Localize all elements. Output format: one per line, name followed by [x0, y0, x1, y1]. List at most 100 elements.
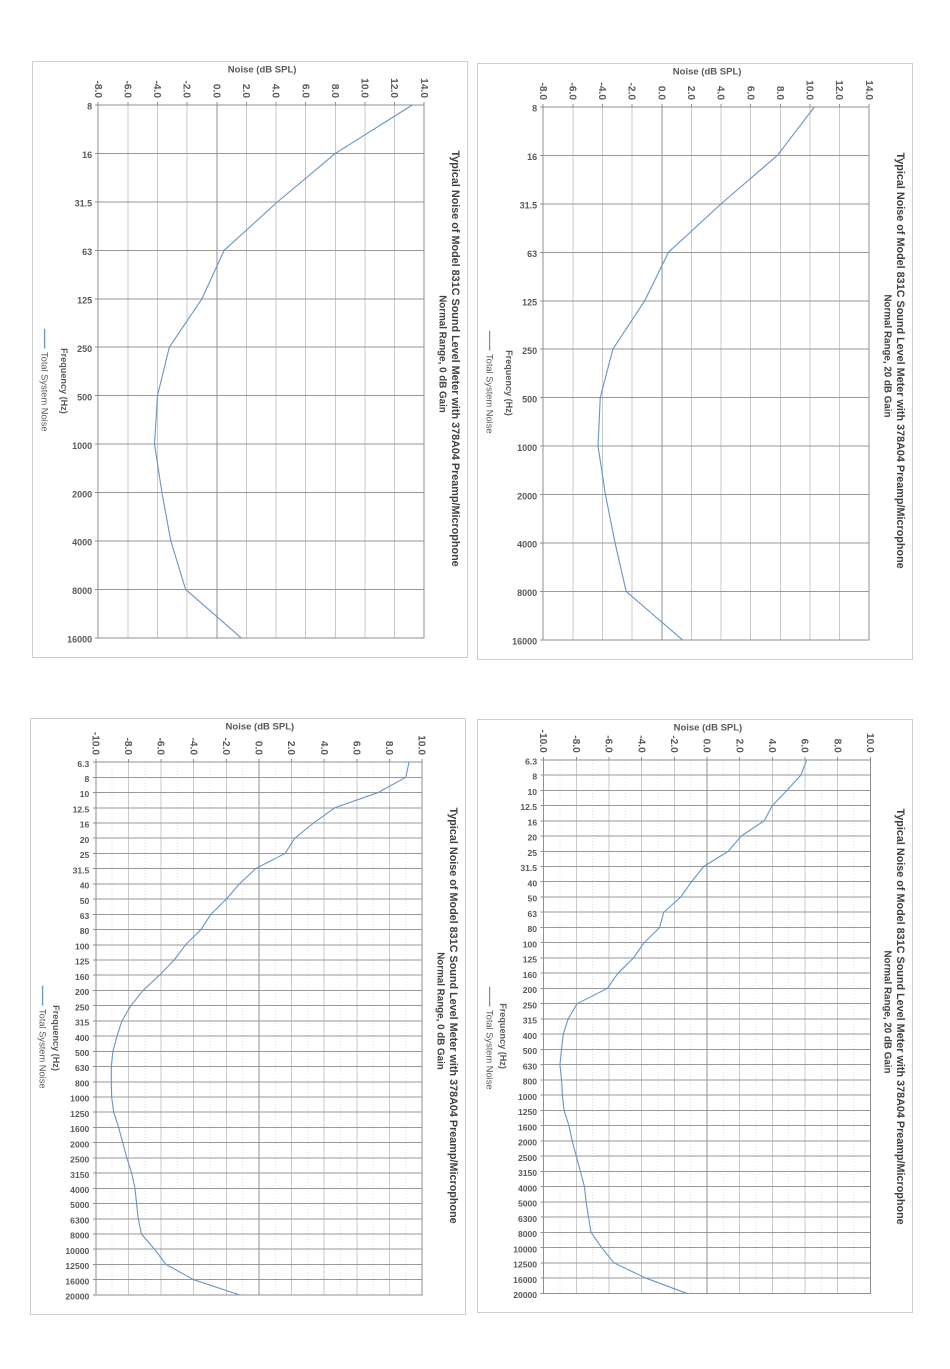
svg-text:8: 8: [85, 774, 90, 784]
svg-text:63: 63: [527, 249, 537, 259]
svg-text:16: 16: [527, 152, 537, 162]
svg-text:0.0: 0.0: [655, 86, 666, 100]
svg-text:20: 20: [528, 833, 538, 843]
svg-text:0.0: 0.0: [701, 739, 712, 753]
svg-text:Noise (dB SPL): Noise (dB SPL): [674, 722, 743, 733]
svg-text:400: 400: [75, 1033, 90, 1043]
svg-text:80: 80: [528, 924, 538, 934]
svg-text:8.0: 8.0: [329, 84, 340, 98]
svg-text:2.0: 2.0: [285, 741, 296, 755]
svg-text:500: 500: [523, 1046, 538, 1056]
svg-text:-4.0: -4.0: [635, 735, 646, 753]
svg-text:500: 500: [75, 1048, 90, 1058]
svg-text:125: 125: [75, 957, 90, 967]
svg-text:14.0: 14.0: [418, 78, 429, 98]
svg-text:16000: 16000: [65, 1276, 89, 1286]
svg-text:16000: 16000: [512, 637, 537, 647]
svg-text:2000: 2000: [518, 1138, 537, 1148]
svg-text:10000: 10000: [65, 1246, 89, 1256]
svg-text:125: 125: [522, 297, 537, 307]
svg-text:31.5: 31.5: [520, 201, 538, 211]
svg-text:Frequency (Hz): Frequency (Hz): [504, 350, 514, 416]
svg-text:Normal Range, 20 dB Gain: Normal Range, 20 dB Gain: [882, 950, 893, 1073]
svg-text:3150: 3150: [70, 1170, 89, 1180]
svg-text:Typical Noise of Model 831C So: Typical Noise of Model 831C Sound Level …: [449, 151, 461, 567]
svg-text:630: 630: [523, 1061, 538, 1071]
svg-text:8000: 8000: [72, 586, 92, 596]
svg-text:50: 50: [528, 894, 538, 904]
svg-text:31.5: 31.5: [73, 865, 90, 875]
svg-text:Normal Range, 0 dB Gain: Normal Range, 0 dB Gain: [437, 295, 448, 413]
svg-text:63: 63: [80, 911, 90, 921]
svg-text:-8.0: -8.0: [537, 82, 548, 100]
svg-text:1000: 1000: [72, 441, 92, 451]
svg-text:12.0: 12.0: [388, 78, 399, 98]
svg-text:10.0: 10.0: [804, 80, 815, 100]
svg-text:40: 40: [528, 878, 538, 888]
svg-text:10.0: 10.0: [864, 733, 875, 753]
svg-text:1600: 1600: [518, 1122, 537, 1132]
svg-text:8000: 8000: [70, 1231, 89, 1241]
svg-text:-4.0: -4.0: [187, 738, 198, 756]
svg-text:20: 20: [80, 835, 90, 845]
svg-text:63: 63: [528, 909, 538, 919]
svg-text:10: 10: [528, 787, 538, 797]
svg-text:0.0: 0.0: [253, 741, 264, 755]
svg-text:2000: 2000: [517, 491, 537, 501]
svg-text:40: 40: [80, 881, 90, 891]
svg-text:1000: 1000: [518, 1092, 537, 1102]
svg-text:250: 250: [75, 1002, 90, 1012]
svg-text:Typical Noise of Model 831C So: Typical Noise of Model 831C Sound Level …: [447, 808, 459, 1224]
svg-text:6.0: 6.0: [299, 84, 310, 98]
svg-text:-2.0: -2.0: [668, 735, 679, 753]
svg-text:-2.0: -2.0: [220, 738, 231, 756]
svg-text:4000: 4000: [72, 538, 92, 548]
svg-text:6300: 6300: [518, 1214, 537, 1224]
svg-text:6300: 6300: [70, 1215, 89, 1225]
svg-text:Total System Noise: Total System Noise: [485, 1010, 495, 1090]
svg-text:160: 160: [523, 970, 538, 980]
svg-text:-4.0: -4.0: [151, 80, 162, 98]
svg-text:3150: 3150: [518, 1168, 537, 1178]
svg-text:-6.0: -6.0: [155, 738, 166, 756]
svg-text:630: 630: [75, 1063, 90, 1073]
svg-text:25: 25: [528, 848, 538, 858]
svg-text:100: 100: [523, 939, 538, 949]
svg-text:250: 250: [523, 1000, 538, 1010]
svg-text:20000: 20000: [513, 1290, 537, 1300]
svg-text:12500: 12500: [513, 1260, 537, 1270]
svg-text:4000: 4000: [70, 1185, 89, 1195]
svg-text:0.0: 0.0: [210, 84, 221, 98]
svg-text:Total System Noise: Total System Noise: [38, 1009, 48, 1089]
svg-text:800: 800: [523, 1077, 538, 1087]
svg-text:-10.0: -10.0: [537, 730, 548, 754]
svg-text:50: 50: [80, 896, 90, 906]
svg-text:1250: 1250: [518, 1107, 537, 1117]
svg-text:4000: 4000: [517, 540, 537, 550]
svg-text:Noise (dB SPL): Noise (dB SPL): [226, 721, 295, 732]
svg-text:1250: 1250: [70, 1109, 89, 1119]
svg-text:4000: 4000: [518, 1183, 537, 1193]
svg-text:31.5: 31.5: [520, 863, 537, 873]
svg-text:315: 315: [75, 1018, 90, 1028]
svg-text:12.5: 12.5: [520, 802, 537, 812]
svg-text:12.0: 12.0: [833, 80, 844, 100]
svg-text:200: 200: [523, 985, 538, 995]
svg-text:8.0: 8.0: [831, 739, 842, 753]
svg-text:-4.0: -4.0: [596, 82, 607, 100]
svg-text:Typical Noise of Model 831C So: Typical Noise of Model 831C Sound Level …: [894, 153, 906, 569]
svg-text:Total System Noise: Total System Noise: [40, 352, 50, 432]
svg-text:-10.0: -10.0: [89, 732, 100, 756]
svg-text:8000: 8000: [518, 1229, 537, 1239]
svg-text:Noise (dB SPL): Noise (dB SPL): [228, 64, 297, 75]
svg-text:315: 315: [523, 1016, 538, 1026]
svg-text:5000: 5000: [518, 1199, 537, 1209]
svg-text:100: 100: [75, 941, 90, 951]
svg-text:6.0: 6.0: [744, 86, 755, 100]
svg-text:Total System Noise: Total System Noise: [485, 354, 495, 434]
svg-text:2000: 2000: [70, 1139, 89, 1149]
svg-text:10000: 10000: [513, 1244, 537, 1254]
svg-text:Frequency (Hz): Frequency (Hz): [59, 348, 69, 414]
svg-text:12.5: 12.5: [73, 804, 90, 814]
svg-text:500: 500: [77, 392, 92, 402]
